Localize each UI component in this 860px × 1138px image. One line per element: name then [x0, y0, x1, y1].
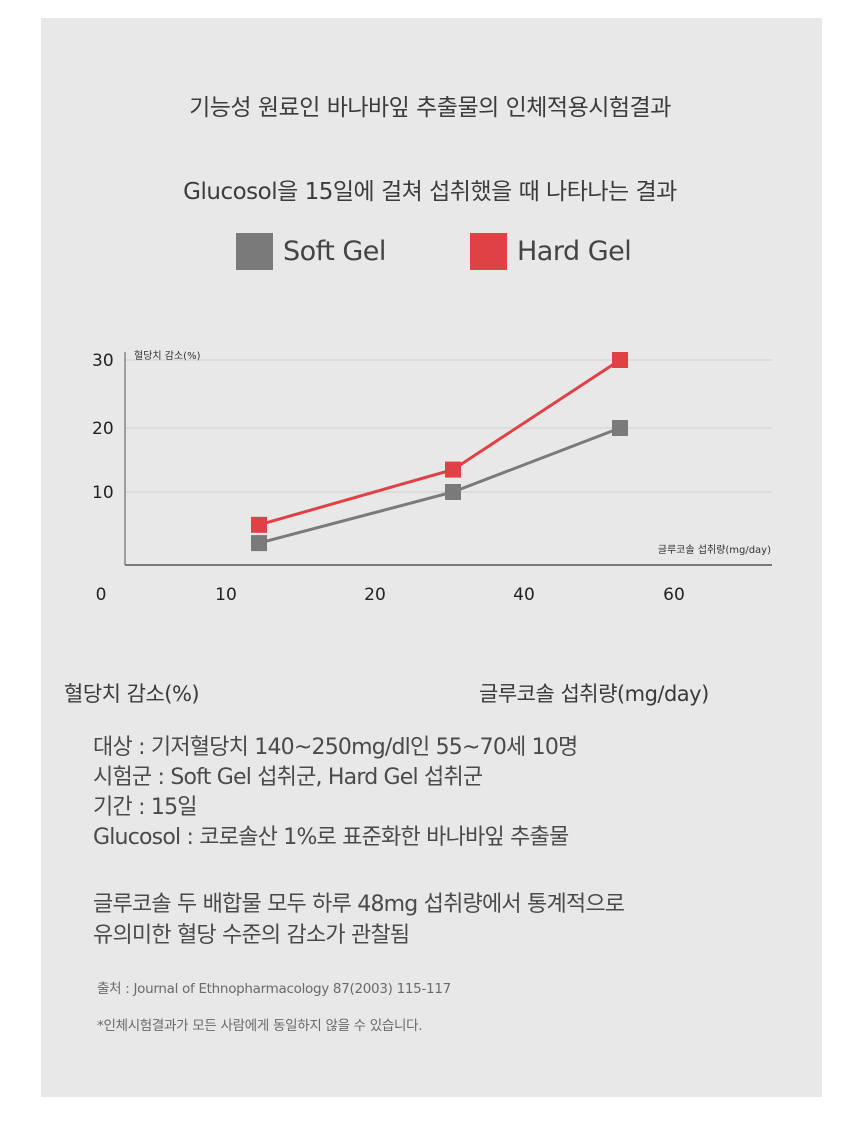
y-axis-label: 혈당치 감소(%): [134, 349, 201, 362]
y-axis-caption: 혈당치 감소(%): [64, 682, 200, 706]
data-point-hard-gel-0: [251, 516, 267, 533]
disclaimer: *인체시험결과가 모든 사람에게 동일하지 않을 수 있습니다.: [97, 1018, 423, 1034]
x-tick-label-20: 20: [364, 585, 386, 605]
y-tick-label-30: 30: [92, 351, 114, 371]
info-glucosol: Glucosol : 코로솔산 1%로 표준화한 바나바잎 추출물: [93, 825, 569, 850]
source-citation: 출처 : Journal of Ethnopharmacology 87(200…: [97, 981, 451, 997]
legend-swatch-hard-gel: [470, 232, 507, 270]
x-tick-label-10: 10: [215, 585, 237, 605]
line-chart: 10 20 30 0 10 20 40 60 혈당치 감소(%) 글루코솔 섭취량(mg/day): [92, 349, 772, 605]
page-title: 기능성 원료인 바나바잎 추출물의 인체적용시험결과: [189, 95, 671, 121]
data-point-soft-gel-0: [251, 535, 267, 552]
x-tick-label-40: 40: [513, 585, 535, 605]
conclusion-line-1: 글루코솔 두 배합물 모두 하루 48mg 섭취량에서 통계적으로: [93, 892, 625, 917]
x-tick-label-60: 60: [663, 585, 685, 605]
legend-soft-gel: Soft Gel: [236, 232, 386, 270]
legend-label-hard-gel: Hard Gel: [517, 235, 632, 267]
legend-label-soft-gel: Soft Gel: [283, 235, 386, 267]
info-groups: 시험군 : Soft Gel 섭취군, Hard Gel 섭취군: [93, 765, 483, 790]
data-point-hard-gel-2: [612, 352, 628, 368]
info-subjects: 대상 : 기저혈당치 140~250mg/dl인 55~70세 10명: [93, 735, 578, 760]
data-point-soft-gel-1: [445, 484, 461, 500]
page-subtitle: Glucosol을 15일에 걸쳐 섭취했을 때 나타나는 결과: [183, 179, 677, 205]
y-tick-label-20: 20: [92, 419, 114, 439]
series-line-soft-gel: [258, 426, 621, 545]
series-line-hard-gel: [258, 358, 621, 527]
legend-hard-gel: Hard Gel: [470, 232, 632, 270]
x-axis-label: 글루코솔 섭취량(mg/day): [658, 544, 771, 556]
content-panel: [41, 18, 822, 1097]
x-axis-caption: 글루코솔 섭취량(mg/day): [479, 682, 709, 706]
info-period: 기간 : 15일: [93, 795, 198, 820]
data-point-hard-gel-1: [445, 461, 461, 478]
y-tick-label-10: 10: [92, 483, 114, 503]
conclusion-line-2: 유의미한 혈당 수준의 감소가 관찰됨: [93, 923, 410, 948]
legend-swatch-soft-gel: [236, 232, 273, 270]
data-point-soft-gel-2: [612, 420, 628, 436]
x-tick-label-0: 0: [96, 585, 107, 605]
